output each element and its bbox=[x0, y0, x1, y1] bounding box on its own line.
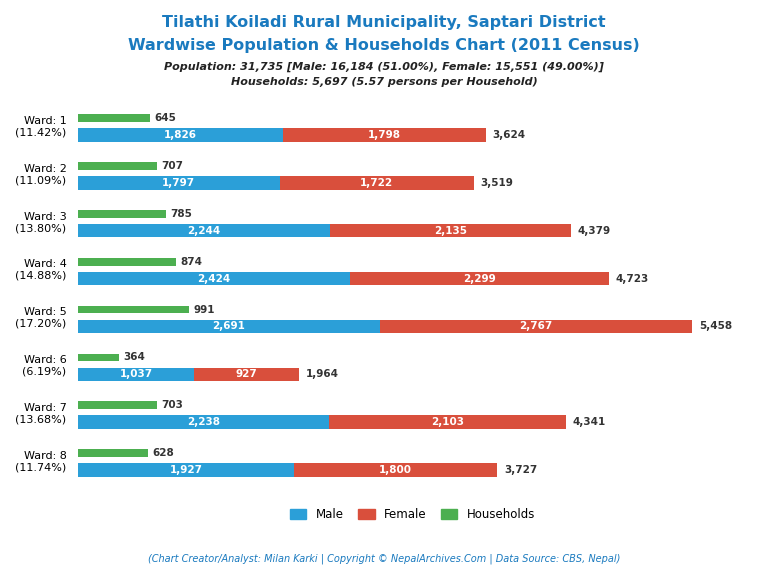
Text: Tilathi Koiladi Rural Municipality, Saptari District: Tilathi Koiladi Rural Municipality, Sapt… bbox=[162, 14, 606, 30]
Text: 1,722: 1,722 bbox=[360, 178, 393, 188]
Text: 2,135: 2,135 bbox=[434, 226, 467, 235]
Text: 2,691: 2,691 bbox=[213, 321, 246, 331]
Text: 3,727: 3,727 bbox=[504, 465, 537, 475]
Bar bbox=[78, 272, 350, 285]
Text: 364: 364 bbox=[123, 353, 145, 362]
Text: 1,964: 1,964 bbox=[306, 369, 339, 379]
Bar bbox=[78, 320, 380, 333]
Text: 927: 927 bbox=[236, 369, 257, 379]
Bar bbox=[294, 463, 497, 477]
Bar bbox=[78, 128, 283, 142]
Text: 3,624: 3,624 bbox=[492, 130, 525, 140]
Text: 2,103: 2,103 bbox=[432, 417, 465, 427]
Bar bbox=[78, 210, 166, 218]
Bar bbox=[78, 354, 118, 361]
Text: 785: 785 bbox=[170, 209, 192, 219]
Bar bbox=[78, 368, 194, 381]
Bar bbox=[380, 320, 692, 333]
Bar bbox=[78, 306, 189, 313]
Text: 703: 703 bbox=[161, 400, 183, 410]
Legend: Male, Female, Households: Male, Female, Households bbox=[286, 505, 538, 525]
Text: 645: 645 bbox=[154, 113, 177, 123]
Text: 874: 874 bbox=[180, 257, 203, 267]
Text: 1,797: 1,797 bbox=[162, 178, 195, 188]
Bar bbox=[78, 258, 176, 266]
Text: 2,244: 2,244 bbox=[187, 226, 220, 235]
Bar bbox=[78, 176, 280, 190]
Text: 3,519: 3,519 bbox=[481, 178, 513, 188]
Bar bbox=[329, 415, 566, 429]
Text: 4,379: 4,379 bbox=[578, 226, 611, 235]
Text: Population: 31,735 [Male: 16,184 (51.00%), Female: 15,551 (49.00%)]: Population: 31,735 [Male: 16,184 (51.00%… bbox=[164, 62, 604, 72]
Bar bbox=[194, 368, 299, 381]
Bar bbox=[78, 162, 157, 170]
Text: 4,723: 4,723 bbox=[616, 274, 649, 284]
Bar bbox=[78, 450, 148, 457]
Text: 991: 991 bbox=[194, 304, 215, 314]
Text: Households: 5,697 (5.57 persons per Household): Households: 5,697 (5.57 persons per Hous… bbox=[230, 77, 538, 86]
Text: 4,341: 4,341 bbox=[573, 417, 606, 427]
Text: 628: 628 bbox=[153, 448, 174, 458]
Text: (Chart Creator/Analyst: Milan Karki | Copyright © NepalArchives.Com | Data Sourc: (Chart Creator/Analyst: Milan Karki | Co… bbox=[147, 553, 621, 564]
Text: Wardwise Population & Households Chart (2011 Census): Wardwise Population & Households Chart (… bbox=[128, 38, 640, 53]
Bar bbox=[78, 415, 329, 429]
Text: 1,800: 1,800 bbox=[379, 465, 412, 475]
Bar bbox=[78, 114, 151, 122]
Bar bbox=[78, 401, 157, 409]
Text: 2,424: 2,424 bbox=[197, 274, 230, 284]
Bar bbox=[283, 128, 485, 142]
Text: 2,767: 2,767 bbox=[520, 321, 553, 331]
Bar bbox=[78, 463, 294, 477]
Text: 1,037: 1,037 bbox=[119, 369, 153, 379]
Text: 1,798: 1,798 bbox=[368, 130, 401, 140]
Text: 2,238: 2,238 bbox=[187, 417, 220, 427]
Text: 1,927: 1,927 bbox=[170, 465, 203, 475]
Bar bbox=[350, 272, 609, 285]
Text: 5,458: 5,458 bbox=[699, 321, 732, 331]
Text: 1,826: 1,826 bbox=[164, 130, 197, 140]
Bar bbox=[78, 224, 330, 237]
Text: 2,299: 2,299 bbox=[463, 274, 496, 284]
Bar bbox=[330, 224, 571, 237]
Text: 707: 707 bbox=[161, 161, 184, 171]
Bar bbox=[280, 176, 474, 190]
